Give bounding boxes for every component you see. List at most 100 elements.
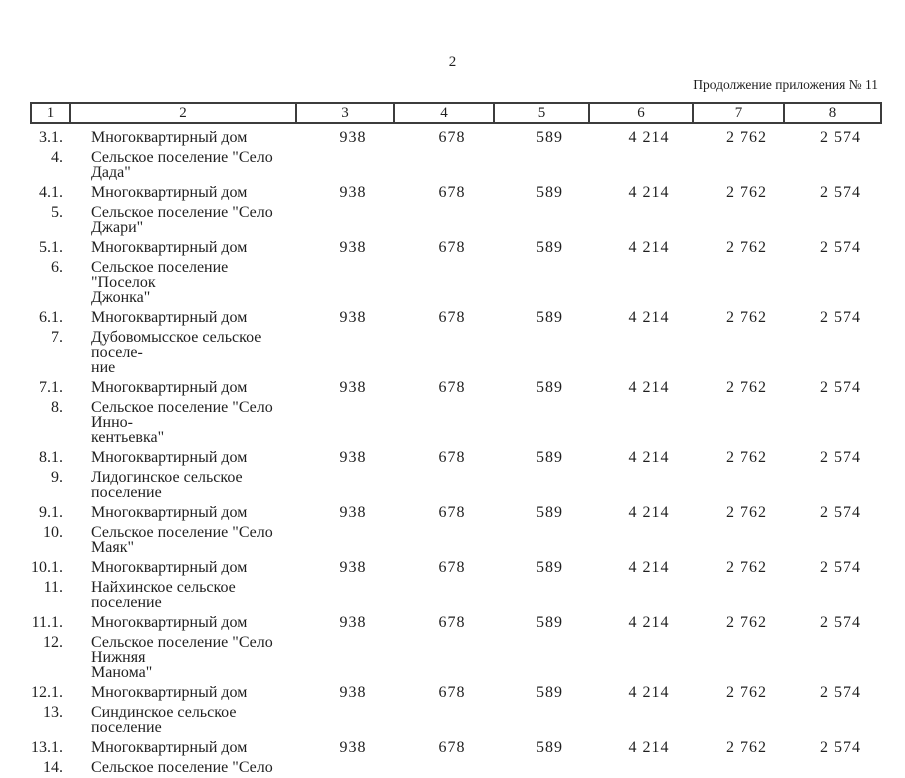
row-value-col5 — [494, 523, 589, 558]
row-value-col7 — [693, 468, 784, 503]
row-value-col6: 4 214 — [628, 614, 670, 631]
row-value-col5: 589 — [536, 239, 563, 256]
row-value-col8: 2 574 — [820, 184, 861, 201]
row-value-col7: 2 762 — [726, 684, 767, 701]
row-value-col4: 678 — [438, 739, 466, 756]
row-value-col8 — [784, 468, 881, 503]
row-value-col5: 589 — [536, 184, 563, 201]
row-name: Лидогинское сельское поселение — [91, 469, 243, 501]
row-value-col6: 4 214 — [628, 559, 670, 576]
row-number: 7.1. — [39, 379, 63, 396]
row-value-col6: 4 214 — [628, 739, 670, 756]
row-number: 6. — [51, 259, 63, 276]
row-value-col8: 2 574 — [820, 504, 861, 521]
row-number: 13. — [43, 704, 63, 721]
row-value-col8: 2 574 — [820, 559, 861, 576]
row-value-col3: 938 — [339, 504, 367, 521]
row-number: 4.1. — [39, 184, 63, 201]
row-value-col4: 678 — [438, 379, 466, 396]
row-name: Многоквартирный дом — [91, 379, 248, 396]
column-header-5: 5 — [493, 102, 590, 124]
table-body: 3.1. Многоквартирный дом 938 678 589 4 214 2 7… — [31, 123, 881, 778]
row-value-col7 — [693, 328, 784, 378]
row-value-col8 — [784, 523, 881, 558]
row-number: 10. — [43, 524, 63, 541]
row-value-col4: 678 — [438, 239, 466, 256]
row-value-col8 — [784, 398, 881, 448]
row-value-col5 — [494, 328, 589, 378]
row-value-col5: 589 — [536, 739, 563, 756]
table-row: 13. Синдинское сельское поселение — [31, 703, 881, 738]
row-value-col7: 2 762 — [726, 309, 767, 326]
row-name: Многоквартирный дом — [91, 239, 248, 256]
row-number: 6.1. — [39, 309, 63, 326]
row-value-col3 — [296, 148, 394, 183]
row-value-col5 — [494, 398, 589, 448]
table-row: 12.1. Многоквартирный дом 938 678 589 4 214 2 … — [31, 683, 881, 703]
table-row: 8.1. Многоквартирный дом 938 678 589 4 214 2 7… — [31, 448, 881, 468]
row-value-col4: 678 — [438, 559, 466, 576]
row-value-col4: 678 — [438, 449, 466, 466]
row-value-col6 — [589, 523, 693, 558]
row-value-col3 — [296, 523, 394, 558]
row-value-col6: 4 214 — [628, 379, 670, 396]
row-name: Многоквартирный дом — [91, 449, 248, 466]
row-value-col4 — [394, 578, 494, 613]
row-number: 13.1. — [31, 739, 63, 756]
row-value-col6 — [589, 203, 693, 238]
row-value-col6: 4 214 — [628, 129, 670, 146]
row-name: Сельское поселение "Село Маяк" — [91, 524, 273, 556]
row-value-col3 — [296, 468, 394, 503]
row-value-col4 — [394, 633, 494, 683]
row-value-col5 — [494, 468, 589, 503]
row-value-col6 — [589, 703, 693, 738]
row-name: Синдинское сельское поселение — [91, 704, 237, 736]
row-value-col8 — [784, 703, 881, 738]
row-value-col6 — [589, 578, 693, 613]
table-row: 3.1. Многоквартирный дом 938 678 589 4 214 2 7… — [31, 123, 881, 148]
column-header-7: 7 — [692, 102, 785, 124]
row-value-col7: 2 762 — [726, 504, 767, 521]
row-value-col3: 938 — [339, 559, 367, 576]
row-value-col4 — [394, 523, 494, 558]
row-value-col3 — [296, 633, 394, 683]
row-value-col6 — [589, 633, 693, 683]
row-value-col3: 938 — [339, 309, 367, 326]
table-row: 5. Сельское поселение "Село Джари" — [31, 203, 881, 238]
row-value-col3 — [296, 758, 394, 778]
row-name: Дубовомысское сельское поселе- ние — [91, 329, 262, 376]
row-name: Найхинское сельское поселение — [91, 579, 236, 611]
row-value-col5: 589 — [536, 309, 563, 326]
table-row: 9. Лидогинское сельское поселение — [31, 468, 881, 503]
row-value-col8 — [784, 203, 881, 238]
row-number: 5.1. — [39, 239, 63, 256]
row-value-col7: 2 762 — [726, 739, 767, 756]
row-value-col5: 589 — [536, 559, 563, 576]
row-value-col6: 4 214 — [628, 184, 670, 201]
table-row: 5.1. Многоквартирный дом 938 678 589 4 214 2 7… — [31, 238, 881, 258]
row-value-col7: 2 762 — [726, 379, 767, 396]
row-number: 9. — [51, 469, 63, 486]
row-number: 11. — [43, 579, 63, 596]
row-value-col4: 678 — [438, 684, 466, 701]
row-value-col3 — [296, 703, 394, 738]
row-value-col3 — [296, 203, 394, 238]
row-value-col7: 2 762 — [726, 184, 767, 201]
row-number: 4. — [51, 149, 63, 166]
row-name: Многоквартирный дом — [91, 184, 248, 201]
row-value-col6: 4 214 — [628, 504, 670, 521]
row-value-col6 — [589, 258, 693, 308]
row-value-col7: 2 762 — [726, 239, 767, 256]
table-row: 11. Найхинское сельское поселение — [31, 578, 881, 613]
row-name: Многоквартирный дом — [91, 309, 248, 326]
table-row: 10.1. Многоквартирный дом 938 678 589 4 214 2 … — [31, 558, 881, 578]
row-value-col5: 589 — [536, 504, 563, 521]
row-value-col7: 2 762 — [726, 614, 767, 631]
row-name: Сельское поселение "Село Нижняя Манома" — [91, 634, 273, 681]
row-value-col3 — [296, 328, 394, 378]
table-row: 8. Сельское поселение "Село Инно- кентьев… — [31, 398, 881, 448]
row-name: Многоквартирный дом — [91, 559, 248, 576]
column-header-3: 3 — [295, 102, 395, 124]
table-row: 11.1. Многоквартирный дом 938 678 589 4 214 2 … — [31, 613, 881, 633]
row-value-col5 — [494, 258, 589, 308]
